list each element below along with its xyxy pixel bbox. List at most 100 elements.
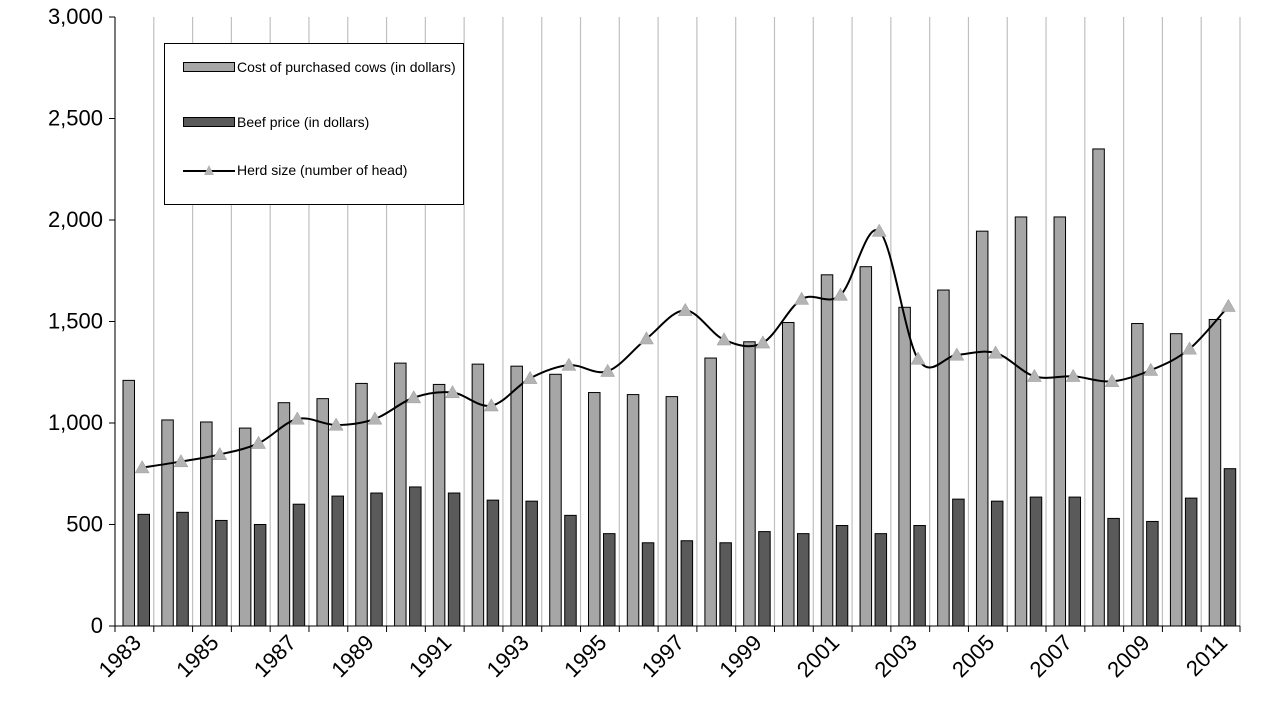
bar-cost	[743, 341, 756, 627]
triangle-marker-icon	[204, 165, 214, 175]
y-tick-label: 2,000	[48, 207, 103, 232]
bar-cost	[1208, 318, 1222, 627]
bar-beef-price	[603, 533, 616, 627]
herd-size-marker	[716, 332, 732, 346]
herd-size-marker	[406, 390, 422, 404]
y-tick-label: 3,000	[48, 4, 103, 29]
bar-beef-price	[641, 542, 655, 627]
bar-beef-price	[564, 514, 577, 627]
bar-cost	[1092, 148, 1105, 627]
x-tick-label: 2007	[1025, 630, 1077, 682]
bar-beef-price	[990, 500, 1004, 627]
herd-size-marker	[677, 302, 693, 316]
legend-swatch-herd-size	[183, 164, 235, 178]
bar-beef-price	[1029, 496, 1043, 627]
bar-cost	[277, 402, 291, 627]
legend-label-cost: Cost of purchased cows (in dollars)	[237, 59, 456, 75]
herd-size-marker	[289, 411, 305, 425]
bar-cost	[975, 230, 989, 627]
bar-beef-price	[835, 525, 849, 627]
x-tick-label: 2011	[1181, 630, 1232, 681]
herd-size-marker	[1065, 368, 1081, 382]
x-tick-label: 1997	[637, 630, 689, 682]
bar-beef-price	[137, 513, 150, 627]
y-tick-label: 0	[91, 613, 103, 638]
bar-cost	[355, 382, 368, 627]
bar-cost	[394, 362, 407, 627]
bar-cost	[704, 357, 717, 627]
bar-cost	[1169, 333, 1183, 627]
bar-beef-price	[253, 524, 267, 627]
bar-cost	[161, 419, 174, 627]
bar-cost	[1053, 216, 1067, 627]
line-herd-size	[141, 229, 1230, 469]
x-tick-label: 2003	[870, 630, 922, 682]
bar-beef-price	[680, 540, 694, 627]
x-tick-label: 1993	[482, 630, 534, 682]
bar-cost	[859, 266, 873, 627]
x-tick-label: 1995	[559, 630, 611, 682]
bar-beef-price	[409, 486, 422, 627]
x-tick-label: 2005	[947, 630, 999, 682]
herd-size-marker	[173, 454, 189, 468]
bar-beef-price	[486, 499, 500, 627]
bar-cost	[316, 398, 329, 627]
x-tick-label: 1985	[171, 630, 223, 682]
herd-size-marker	[600, 363, 616, 377]
bar-cost	[432, 383, 446, 627]
x-tick-label: 2009	[1102, 630, 1154, 682]
bar-beef-price	[1146, 520, 1159, 627]
herd-size-marker	[522, 370, 538, 384]
herd-size-marker	[1026, 368, 1042, 382]
bar-beef-price	[1223, 468, 1237, 627]
y-tick-label: 500	[66, 512, 103, 537]
herd-size-marker	[1104, 373, 1120, 387]
x-tick-label: 1999	[714, 630, 766, 682]
bar-beef-price	[1107, 517, 1120, 627]
bar-cost	[820, 274, 834, 627]
herd-size-marker	[833, 287, 848, 301]
herd-size-marker	[871, 223, 887, 237]
bar-beef-price	[292, 503, 306, 627]
bar-cost	[588, 392, 601, 627]
herd-size-marker	[251, 435, 266, 449]
y-tick-label: 1,000	[48, 410, 103, 435]
bar-cost	[1131, 323, 1144, 627]
herd-size-marker	[445, 385, 460, 399]
herd-size-marker	[910, 351, 926, 365]
bar-cost	[898, 306, 911, 627]
herd-size-marker	[483, 398, 499, 412]
bar-beef-price	[796, 533, 810, 627]
legend-swatch-beef-price	[183, 117, 235, 127]
bar-beef-price	[525, 500, 538, 627]
herd-size-marker	[1220, 298, 1236, 312]
legend-item-herd-size: Herd size (number of head)	[183, 162, 467, 179]
herd-size-marker	[1143, 362, 1159, 376]
y-tick-label: 2,500	[48, 106, 103, 131]
bar-beef-price	[913, 525, 926, 627]
bar-beef-price	[719, 542, 732, 627]
x-tick-label: 1991	[404, 630, 456, 682]
bar-beef-price	[952, 498, 965, 627]
bar-beef-price	[758, 531, 771, 627]
bar-beef-price	[176, 511, 189, 627]
herd-size-marker	[561, 357, 577, 371]
x-tick-label: 1987	[249, 630, 301, 682]
herd-size-marker	[134, 460, 150, 474]
herd-size-marker	[755, 335, 771, 349]
x-tick-label: 1989	[326, 630, 378, 682]
bar-cost	[510, 365, 523, 627]
bar-cost	[626, 394, 640, 627]
herd-size-marker	[949, 347, 965, 361]
x-tick-label: 2001	[792, 630, 844, 682]
legend-label-herd-size: Herd size (number of head)	[237, 162, 408, 178]
bar-beef-price	[331, 495, 344, 627]
herd-size-marker	[367, 411, 383, 425]
bar-cost	[1014, 216, 1028, 627]
bar-cost	[200, 421, 213, 627]
legend-label-beef-price: Beef price (in dollars)	[237, 114, 370, 130]
bar-cost	[122, 379, 135, 627]
bar-beef-price	[874, 533, 888, 627]
bar-beef-price	[447, 492, 461, 627]
